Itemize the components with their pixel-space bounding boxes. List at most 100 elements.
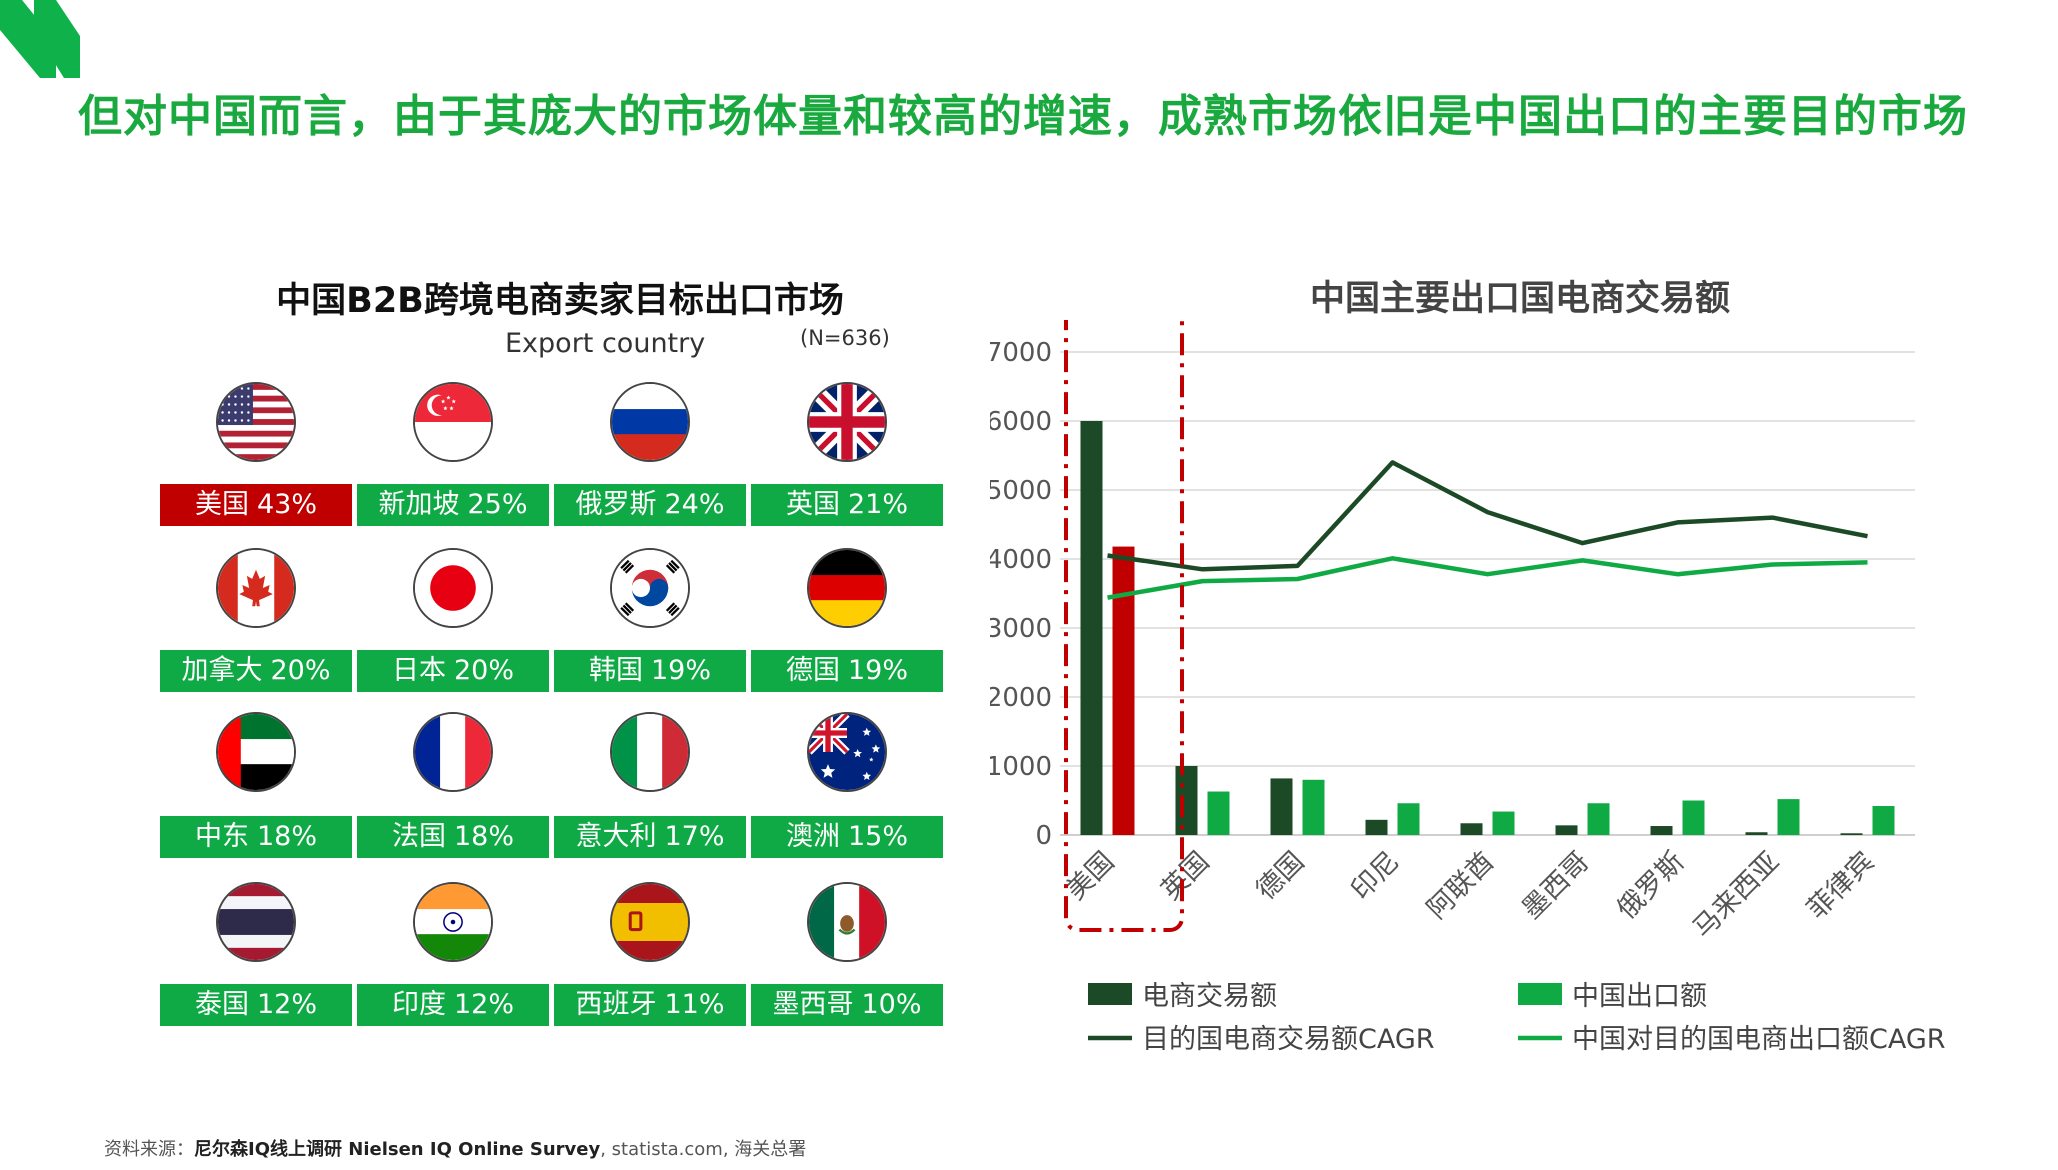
y-tick-label: 5000 bbox=[990, 476, 1052, 506]
market-pct: 12% bbox=[256, 989, 317, 1020]
bar-export bbox=[1587, 803, 1610, 835]
y-tick-label: 6000 bbox=[990, 407, 1052, 437]
y-tick-label: 2000 bbox=[990, 683, 1052, 713]
spain-flag-icon bbox=[610, 882, 690, 962]
bar-export bbox=[1397, 803, 1420, 835]
bar-export bbox=[1302, 779, 1325, 835]
sample-size: (N=636) bbox=[800, 326, 890, 350]
market-pct: 20% bbox=[270, 655, 331, 686]
australia-flag-icon bbox=[807, 712, 887, 792]
legend-label: 中国对目的国电商出口额CAGR bbox=[1572, 1024, 1946, 1055]
bar-ecommerce bbox=[1460, 823, 1483, 835]
market-pct: 17% bbox=[664, 821, 725, 852]
market-name: 法国 bbox=[391, 821, 446, 852]
market-name: 英国 bbox=[785, 489, 840, 520]
left-panel-title: 中国B2B跨境电商卖家目标出口市场 bbox=[276, 281, 844, 321]
export-chart: 0 1000 2000 3000 4000 5000 6000 7000 美国 英国 德国 印尼 阿联酋… bbox=[990, 320, 1946, 1055]
x-category-label: 阿联酋 bbox=[1421, 846, 1500, 925]
japan-flag-icon bbox=[413, 548, 493, 628]
y-tick-label: 3000 bbox=[990, 614, 1052, 644]
market-pct: 19% bbox=[847, 655, 908, 686]
bar-ecommerce bbox=[1745, 832, 1768, 835]
canada-flag-icon bbox=[216, 548, 296, 628]
market-label: 澳洲 15% bbox=[751, 816, 943, 858]
highlight-frame bbox=[1064, 320, 1184, 932]
market-label: 俄罗斯 24% bbox=[554, 484, 746, 526]
uae-flag-icon bbox=[216, 712, 296, 792]
market-name: 韩国 bbox=[588, 655, 643, 686]
uk-flag-icon bbox=[807, 382, 887, 462]
germany-flag-icon bbox=[807, 548, 887, 628]
bar-export bbox=[1777, 799, 1800, 835]
market-label: 法国 18% bbox=[357, 816, 549, 858]
market-label: 印度 12% bbox=[357, 984, 549, 1026]
bar-ecommerce bbox=[1555, 825, 1578, 835]
market-name: 泰国 bbox=[194, 989, 249, 1020]
bar-export bbox=[1872, 806, 1895, 835]
market-pct: 18% bbox=[256, 821, 317, 852]
bar-ecommerce bbox=[1650, 826, 1673, 835]
market-pct: 11% bbox=[664, 989, 725, 1020]
market-name: 美国 bbox=[194, 489, 249, 520]
chart-title: 中国主要出口国电商交易额 bbox=[1309, 279, 1730, 319]
x-category-label: 菲律宾 bbox=[1801, 846, 1880, 925]
mexico-flag-icon bbox=[807, 882, 887, 962]
thailand-flag-icon bbox=[216, 882, 296, 962]
market-label: 新加坡 25% bbox=[357, 484, 549, 526]
market-label: 加拿大 20% bbox=[160, 650, 352, 692]
source-note: 资料来源：尼尔森IQ线上调研 Nielsen IQ Online Survey,… bbox=[104, 1135, 806, 1161]
brand-logo-icon bbox=[0, 0, 80, 78]
line-ecommerce-cagr bbox=[1107, 460, 1868, 572]
x-category-label: 美国 bbox=[1060, 846, 1120, 906]
market-label: 意大利 17% bbox=[554, 816, 746, 858]
singapore-flag-icon bbox=[413, 382, 493, 462]
legend-label: 电商交易额 bbox=[1142, 981, 1277, 1012]
market-label: 日本 20% bbox=[357, 650, 549, 692]
x-category-label: 俄罗斯 bbox=[1611, 846, 1690, 925]
market-label: 墨西哥 10% bbox=[751, 984, 943, 1026]
korea-flag-icon bbox=[610, 548, 690, 628]
market-name: 墨西哥 bbox=[772, 989, 854, 1020]
page-headline: 但对中国而言，由于其庞大的市场体量和较高的增速，成熟市场依旧是中国出口的主要目的… bbox=[78, 91, 1968, 142]
market-name: 中东 bbox=[194, 821, 249, 852]
bar-export bbox=[1112, 546, 1135, 835]
market-name: 日本 bbox=[391, 655, 446, 686]
market-label: 泰国 12% bbox=[160, 984, 352, 1026]
market-name: 加拿大 bbox=[181, 655, 263, 686]
market-pct: 12% bbox=[453, 989, 514, 1020]
y-tick-label: 7000 bbox=[990, 338, 1052, 368]
market-pct: 10% bbox=[861, 989, 922, 1020]
market-pct: 24% bbox=[664, 489, 725, 520]
market-name: 印度 bbox=[391, 989, 446, 1020]
italy-flag-icon bbox=[610, 712, 690, 792]
bar-ecommerce bbox=[1080, 421, 1103, 835]
market-pct: 25% bbox=[467, 489, 528, 520]
market-name: 西班牙 bbox=[575, 989, 657, 1020]
market-name: 澳洲 bbox=[785, 821, 840, 852]
y-tick-label: 4000 bbox=[990, 545, 1052, 575]
y-tick-label: 0 bbox=[1035, 821, 1052, 851]
line-export-cagr bbox=[1107, 556, 1868, 600]
legend-label: 中国出口额 bbox=[1572, 981, 1707, 1012]
market-pct: 19% bbox=[650, 655, 711, 686]
market-pct: 20% bbox=[453, 655, 514, 686]
bar-export bbox=[1207, 791, 1230, 835]
market-label: 德国 19% bbox=[751, 650, 943, 692]
russia-flag-icon bbox=[610, 382, 690, 462]
bar-ecommerce bbox=[1270, 778, 1293, 835]
market-label: 英国 21% bbox=[751, 484, 943, 526]
source-rest: , statista.com, 海关总署 bbox=[600, 1139, 807, 1160]
market-name: 新加坡 bbox=[378, 489, 460, 520]
market-name: 俄罗斯 bbox=[575, 489, 657, 520]
market-label: 中东 18% bbox=[160, 816, 352, 858]
x-category-label: 英国 bbox=[1155, 846, 1215, 906]
france-flag-icon bbox=[413, 712, 493, 792]
bar-ecommerce bbox=[1365, 819, 1388, 835]
source-prefix: 资料来源： bbox=[104, 1139, 194, 1160]
legend-swatch bbox=[1088, 983, 1132, 1005]
x-category-label: 印尼 bbox=[1345, 846, 1405, 906]
legend-swatch bbox=[1518, 983, 1562, 1005]
market-name: 意大利 bbox=[575, 821, 657, 852]
market-name: 德国 bbox=[785, 655, 840, 686]
source-survey: 尼尔森IQ线上调研 Nielsen IQ Online Survey bbox=[194, 1139, 601, 1160]
